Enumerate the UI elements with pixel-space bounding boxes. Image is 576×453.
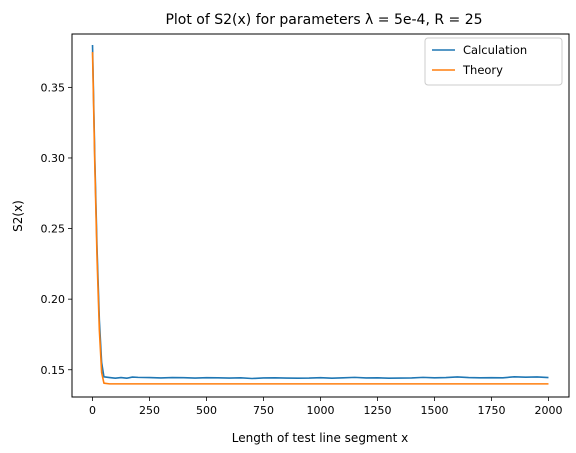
series-line-theory (91, 52, 549, 385)
x-tick-label: 2000 (534, 404, 562, 417)
x-tick-label: 500 (196, 404, 217, 417)
x-tick-label: 1250 (363, 404, 391, 417)
y-tick-label: 0.15 (41, 364, 66, 377)
y-tick-label: 0.30 (41, 152, 66, 165)
x-tick-label: 1750 (477, 404, 505, 417)
chart-title: Plot of S2(x) for parameters λ = 5e-4, R… (165, 12, 482, 28)
series-line-calculation (91, 44, 549, 380)
legend-label-calculation: Calculation (463, 43, 527, 57)
x-axis-label: Length of test line segment x (232, 431, 408, 445)
legend: Calculation Theory (424, 37, 563, 86)
legend-box (424, 37, 563, 86)
y-axis-label: S2(x) (11, 200, 25, 232)
x-tick-label: 1500 (420, 404, 448, 417)
x-tick-label: 750 (253, 404, 274, 417)
plot-area (91, 44, 549, 385)
y-tick-label: 0.35 (41, 81, 66, 94)
y-tick-label: 0.20 (41, 293, 66, 306)
x-tick-label: 0 (89, 404, 96, 417)
legend-label-theory: Theory (462, 63, 503, 77)
y-tick-label: 0.25 (41, 223, 66, 236)
x-tick-label: 1000 (307, 404, 335, 417)
x-tick-label: 250 (139, 404, 160, 417)
y-axis: 0.15 0.20 0.25 0.30 0.35 (41, 81, 72, 377)
x-axis: 0 250 500 750 1000 1250 1500 1750 2000 (89, 397, 562, 417)
